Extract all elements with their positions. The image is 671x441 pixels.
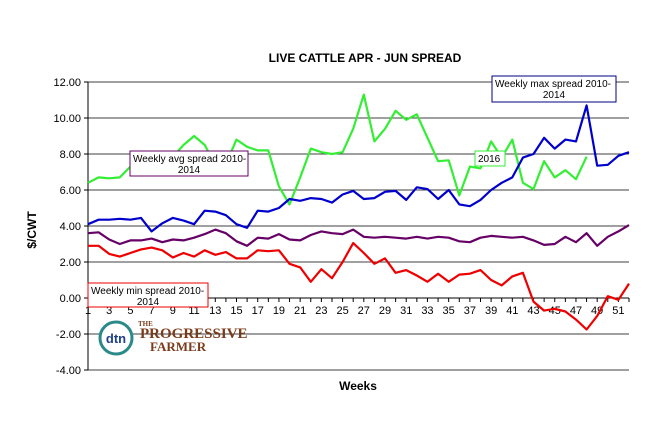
- x-tick-label: 31: [400, 305, 412, 317]
- y-tick-label: 12.00: [53, 77, 81, 89]
- x-tick-label: 45: [549, 305, 561, 317]
- x-tick-label: 23: [315, 305, 327, 317]
- annotation-text-line: 2014: [178, 165, 201, 176]
- logo-word-bottom: FARMER: [150, 339, 207, 354]
- annotation-text-line: Weekly max spread 2010-: [495, 79, 611, 90]
- annotation-2016: 2016: [474, 150, 506, 167]
- x-tick-label: 13: [209, 305, 221, 317]
- x-tick-label: 43: [527, 305, 539, 317]
- x-tick-label: 37: [464, 305, 476, 317]
- annotation-text-line: 2016: [478, 154, 501, 165]
- series-line-weekly-avg-spread-2010-2014: [87, 224, 630, 247]
- y-axis-title: $/CWT: [25, 211, 39, 249]
- x-tick-label: 15: [230, 305, 242, 317]
- annotation-min-spread: Weekly min spread 2010-2014: [87, 282, 209, 308]
- annotation-box: [474, 150, 506, 167]
- y-tick-label: 10.00: [53, 113, 81, 125]
- x-tick-label: 25: [336, 305, 348, 317]
- y-tick-label: 6.00: [60, 185, 81, 197]
- logo-dtn-mark: dtn: [106, 331, 126, 346]
- x-tick-label: 27: [358, 305, 370, 317]
- annotation-box: [129, 150, 249, 177]
- x-tick-label: 11: [188, 305, 199, 317]
- annotation-text-line: 2014: [543, 90, 566, 101]
- x-tick-label: 47: [570, 305, 582, 317]
- series-line-weekly-max-spread-2010-2014: [87, 104, 630, 233]
- x-tick-label: 29: [379, 305, 391, 317]
- annotation-avg-spread: Weekly avg spread 2010-2014: [129, 150, 249, 177]
- x-tick-label: 35: [443, 305, 455, 317]
- y-tick-label: -4.00: [56, 365, 81, 377]
- annotation-box: [491, 75, 617, 103]
- x-axis-title: Weeks: [339, 379, 377, 393]
- annotation-box: [87, 282, 209, 308]
- x-tick-label: 9: [170, 305, 176, 317]
- y-tick-label: 0.00: [60, 293, 81, 305]
- x-tick-label: 5: [127, 305, 133, 317]
- annotation-text-line: 2014: [137, 297, 160, 308]
- logo-ring: [98, 320, 134, 356]
- y-tick-label: 8.00: [60, 149, 81, 161]
- x-tick-label: 51: [612, 305, 624, 317]
- y-axis-ticks: -4.00 -2.00 0.00 2.00 4.00 6.00 8.00 10.00 12.00: [53, 77, 88, 377]
- x-tick-label: 41: [506, 305, 518, 317]
- dtn-progressive-farmer-logo: dtn THE PROGRESSIVE FARMER: [98, 320, 248, 356]
- x-tick-label: 39: [485, 305, 497, 317]
- chart-title: LIVE CATTLE APR - JUN SPREAD: [269, 51, 462, 65]
- x-tick-label: 7: [149, 305, 155, 317]
- y-tick-label: -2.00: [56, 329, 81, 341]
- x-tick-label: 21: [294, 305, 306, 317]
- y-tick-label: 4.00: [60, 221, 81, 233]
- x-tick-label: 19: [273, 305, 285, 317]
- x-tick-label: 33: [421, 305, 433, 317]
- series-line-weekly-min-spread-2010-2014: [88, 242, 630, 331]
- annotation-text-line: Weekly avg spread 2010-: [133, 154, 246, 165]
- annotation-text-line: Weekly min spread 2010-: [91, 286, 204, 297]
- annotation-max-spread: Weekly max spread 2010-2014: [491, 75, 617, 103]
- logo-word-top: PROGRESSIVE: [140, 326, 248, 342]
- y-tick-label: 2.00: [60, 257, 81, 269]
- x-axis-ticks: 1357911131517192123252729313335373941434…: [85, 298, 630, 317]
- logo-prefix: THE: [138, 320, 153, 328]
- x-tick-label: 3: [106, 305, 112, 317]
- x-tick-label: 17: [252, 305, 264, 317]
